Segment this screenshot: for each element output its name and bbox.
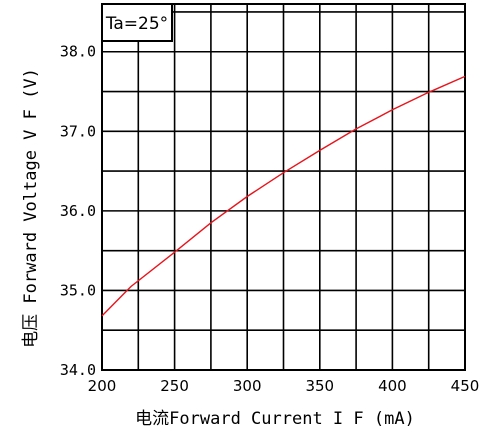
y-tick-labels: 34.0 35.0 36.0 37.0 38.0 <box>60 43 96 379</box>
x-tick-label: 300 <box>233 377 262 395</box>
annotation-box: Ta=25° <box>101 3 173 42</box>
x-tick-labels: 200 250 300 350 400 450 <box>88 377 480 395</box>
y-tick-label: 37.0 <box>60 122 96 140</box>
y-tick-label: 36.0 <box>60 202 96 220</box>
y-tick-label: 38.0 <box>60 43 96 61</box>
grid-lines <box>102 4 465 370</box>
series-line <box>101 75 466 317</box>
y-tick-label: 35.0 <box>60 281 96 299</box>
plot-frame <box>101 3 466 371</box>
x-tick-label: 350 <box>305 377 334 395</box>
x-axis-label: 电流Forward Current I F (mA) <box>135 409 415 429</box>
x-tick-label: 400 <box>378 377 407 395</box>
x-tick-label: 250 <box>160 377 189 395</box>
annotation-text: Ta=25° <box>105 14 168 34</box>
x-tick-label: 200 <box>88 377 117 395</box>
y-tick-label: 34.0 <box>60 361 96 379</box>
y-axis-label: 电压 Forward Voltage V F (V) <box>21 68 41 348</box>
x-tick-label: 450 <box>451 377 480 395</box>
